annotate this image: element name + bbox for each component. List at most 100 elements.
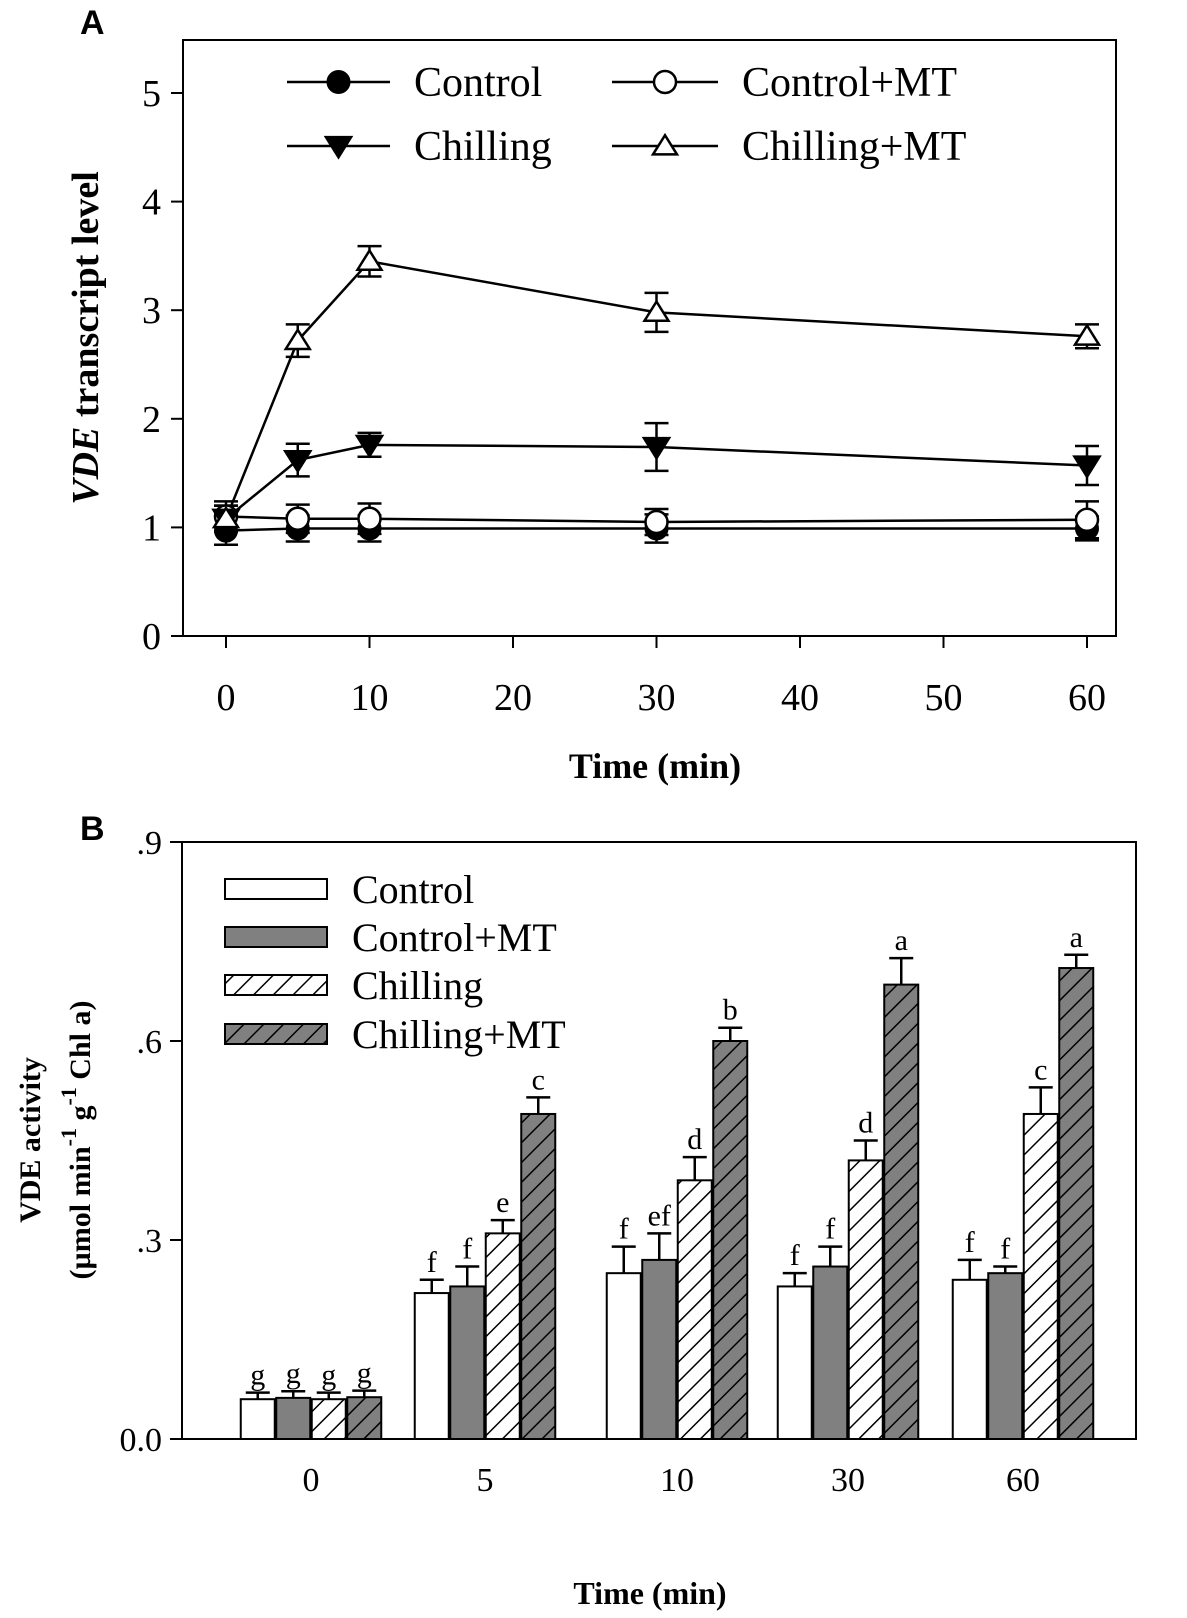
y-ticks-b: 0.0 .3 .6 .9 [120,825,182,1459]
legend-label-b-control: Control [352,867,474,912]
x-axis-label-a: Time (min) [569,746,741,786]
legend-marker-control-mt [652,69,678,95]
x-tick-label-a: 20 [494,677,532,719]
legend-a: Control Control+MT Chilling Chilling+MT [287,60,966,170]
x-axis-label-b: Time (min) [573,1575,726,1611]
y-axis-label-a-gene: VDE [65,427,107,505]
y-ticks-a: 0 1 2 3 4 5 [142,73,183,658]
significance-letter-control-mt: f [462,1233,472,1266]
significance-letter-control: f [427,1246,437,1279]
legend-swatch-control-mt [224,926,328,948]
y-tick-label-a: 1 [142,507,161,549]
point-chilling-mt [355,248,384,271]
significance-letter-chilling-mt: c [532,1063,545,1096]
ylabel-b-part-4: Chl a) [64,1001,97,1088]
point-control-mt [644,509,669,535]
significance-letter-control: f [619,1213,629,1246]
ylabel-b-part-2: g [64,1106,97,1129]
significance-letter-control-mt: f [825,1213,835,1246]
significance-letter-chilling-mt: g [357,1357,372,1390]
x-tick-label-a: 50 [925,677,963,719]
legend-marker-control [326,70,351,94]
legend-swatch-chilling [224,974,328,996]
significance-letter-control-mt: ef [648,1199,671,1232]
legend-marker-chilling [323,135,354,160]
y-axis-label-a-rest: transcript level [65,171,107,426]
significance-letter-control: f [965,1226,975,1259]
point-chilling [354,434,385,459]
bar-control [605,1272,642,1440]
legend-label-b-chilling-mt: Chilling+MT [352,1012,566,1057]
point-chilling [641,436,672,461]
bar-chilling [310,1398,347,1440]
significance-letter-chilling: d [858,1107,873,1140]
point-control-mt [285,506,310,531]
bar-chilling-mt [712,1040,749,1440]
significance-letter-chilling-mt: b [723,994,738,1027]
significance-letter-chilling-mt: a [895,924,908,957]
x-tick-label-b: 10 [660,1462,694,1499]
y-axis-label-b-line2: (µmol min-1 g-1 Chl a) [56,1001,97,1280]
x-ticks-a: 0 10 20 30 40 50 60 [217,636,1106,719]
legend-label-control-mt: Control+MT [742,60,957,106]
y-tick-label-a: 5 [142,73,161,115]
bar-chilling [676,1179,713,1441]
x-tick-label-a: 10 [351,677,389,719]
plot-frame-a [182,39,1117,637]
significance-letter-control: g [250,1359,265,1392]
significance-letter-chilling: c [1034,1053,1047,1086]
series-group-a [211,244,1102,547]
legend-swatch-chilling-mt [224,1023,328,1045]
bar-control [239,1398,276,1440]
x-tick-label-a: 40 [781,677,819,719]
significance-letter-chilling: e [496,1186,509,1219]
point-chilling-mt [1072,323,1102,346]
y-tick-label-a: 0 [142,616,161,658]
x-tick-label-b: 30 [831,1462,865,1499]
y-axis-label-b-line1: VDE activity [14,1057,47,1223]
legend-label-b-control-mt: Control+MT [352,915,557,960]
x-tick-label-b: 5 [477,1462,494,1499]
bar-control-mt [641,1258,678,1441]
bar-control-mt [987,1272,1024,1440]
x-ticks-b: 0 5 10 30 60 [303,1462,1041,1499]
point-chilling-mt [642,299,671,323]
bar-chilling-mt [346,1396,383,1440]
bar-chilling-mt [520,1112,557,1440]
line-chart-panel-a: 0 1 2 3 4 5 0 10 20 30 40 50 60 Control Control+MT Ch… [65,39,1117,786]
bar-control [951,1278,988,1441]
legend-label-b-chilling: Chilling [352,963,483,1008]
ylabel-b-part-1: -1 [56,1128,81,1146]
significance-letter-control-mt: f [1000,1233,1010,1266]
significance-letter-control: f [790,1239,800,1272]
bar-chilling-mt [1058,967,1095,1440]
point-control-mt [1074,507,1100,533]
y-tick-label-b: .6 [137,1024,163,1061]
significance-letter-chilling-mt: a [1070,921,1083,954]
legend-label-chilling-mt: Chilling+MT [742,124,966,170]
bar-chilling [1022,1112,1059,1440]
x-tick-label-a: 60 [1068,677,1106,719]
point-chilling-mt [283,327,313,351]
legend-swatch-control [224,878,328,900]
y-tick-label-b: .3 [137,1223,163,1260]
panel-a-letter: A [80,4,105,42]
point-control-mt [357,506,382,531]
x-tick-label-a: 30 [638,677,676,719]
y-axis-label-a: VDE transcript level [65,171,107,505]
point-chilling [1072,455,1102,480]
point-chilling-mt [211,505,241,529]
bar-control-mt [449,1285,486,1441]
legend-marker-chilling-mt [650,132,680,156]
y-tick-label-b: .9 [137,825,163,862]
bar-chilling [847,1159,884,1441]
significance-letter-control-mt: g [286,1357,301,1390]
point-chilling [282,449,313,474]
x-tick-label-b: 60 [1006,1462,1040,1499]
legend-label-chilling: Chilling [414,124,552,170]
ylabel-b-part-3: -1 [56,1087,81,1105]
